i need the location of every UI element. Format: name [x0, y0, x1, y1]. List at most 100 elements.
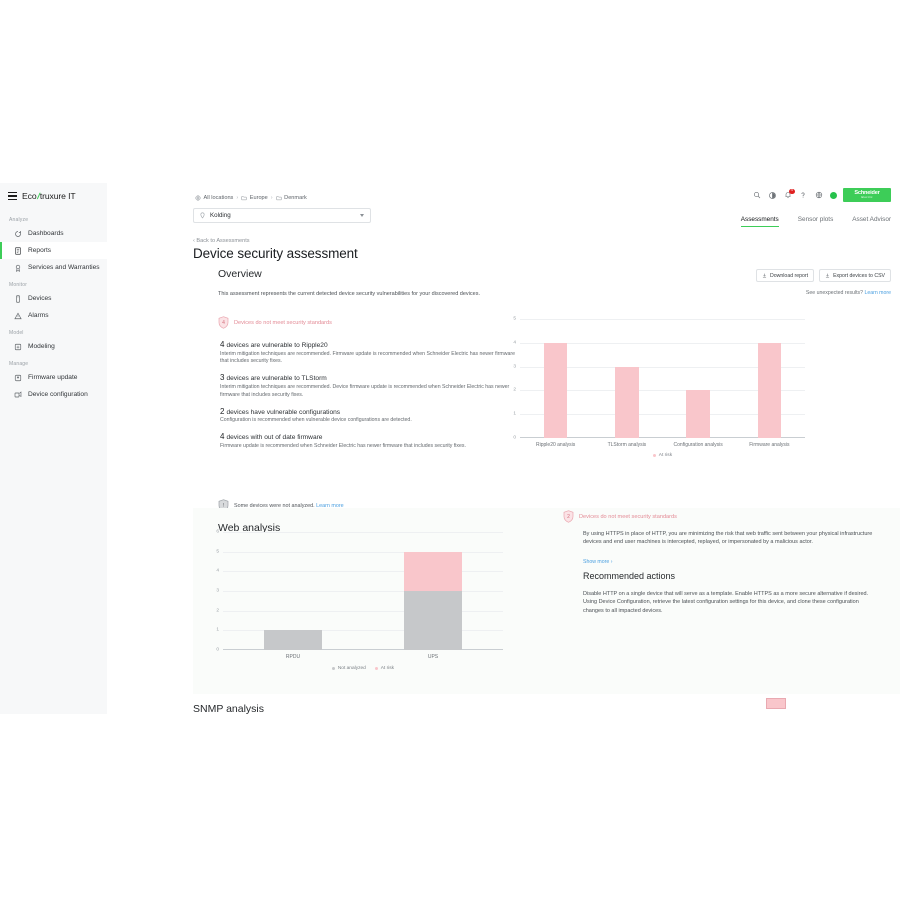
chart-bar[interactable]: [615, 366, 639, 438]
shield-icon: 2: [563, 510, 574, 523]
y-axis-tick: 6: [216, 529, 219, 535]
help-icon[interactable]: [799, 191, 808, 200]
chart-gridline: [520, 390, 805, 392]
snmp-analysis-heading: SNMP analysis: [193, 703, 264, 715]
tab-assessments[interactable]: Assessments: [740, 216, 779, 227]
show-more-link[interactable]: Show more ›: [583, 559, 613, 565]
location-pin-icon: [200, 212, 205, 219]
warranty-icon: [15, 264, 21, 272]
sidebar-section-monitor: Monitor Devices Alarms: [0, 276, 107, 324]
chart-bar[interactable]: [403, 551, 463, 591]
legend-item[interactable]: At risk: [652, 453, 672, 458]
breadcrumb-item-denmark[interactable]: Denmark: [276, 195, 307, 201]
brand-logo[interactable]: Eco/truxure IT: [0, 183, 107, 211]
vuln-count: 3: [220, 373, 225, 383]
tab-sensor-plots[interactable]: Sensor plots: [797, 216, 834, 223]
y-axis-tick: 5: [513, 316, 516, 322]
shield-grey-mark: !: [222, 502, 225, 509]
not-analyzed-link[interactable]: Learn more: [316, 502, 344, 509]
sidebar-section-label: Monitor: [9, 282, 28, 288]
legend-swatch: [374, 666, 379, 671]
legend-item[interactable]: Not analyzed: [331, 666, 366, 671]
show-more-label: Show more: [583, 559, 610, 565]
download-report-button[interactable]: Download report: [756, 269, 815, 282]
list-item[interactable]: 4 devices are vulnerable to Ripple20 Inte…: [220, 340, 515, 366]
legend-item[interactable]: At risk: [374, 666, 394, 671]
x-axis-tick: RPDU: [285, 654, 301, 660]
shield-count: 2: [567, 513, 570, 520]
status-dot[interactable]: [829, 191, 837, 199]
vuln-title: 4 devices with out of date firmware: [220, 432, 515, 441]
sidebar-item-services-and-warranties[interactable]: Services and Warranties: [0, 259, 107, 276]
chart-bar[interactable]: [686, 390, 710, 438]
sidebar-item-label: Devices: [28, 295, 52, 302]
shield-icon: 4: [218, 316, 229, 329]
theme-icon[interactable]: [768, 191, 777, 200]
chart-gridline: [223, 591, 503, 592]
sidebar-item-device-configuration[interactable]: Device configuration: [0, 386, 107, 403]
x-axis-tick: TLStorm analysis: [607, 442, 647, 448]
risk-badge-label: Devices do not meet security standards: [234, 319, 332, 326]
tab-asset-advisor[interactable]: Asset Advisor: [852, 216, 891, 223]
sidebar-item-label: Services and Warranties: [28, 264, 100, 271]
sidebar-item-modeling[interactable]: Modeling: [0, 338, 107, 355]
breadcrumb-separator: ›: [270, 195, 273, 201]
recommended-actions-text: Disable HTTP on a single device that wil…: [583, 591, 869, 614]
hamburger-menu-icon[interactable]: [8, 192, 17, 200]
list-item[interactable]: 4 devices with out of date firmware Firmw…: [220, 432, 515, 450]
breadcrumb-item-europe[interactable]: Europe: [241, 195, 268, 201]
vuln-count: 2: [220, 406, 225, 416]
sidebar-item-reports[interactable]: Reports: [0, 242, 107, 259]
web-analysis-card: Web analysis 2 Devices do not meet secur…: [193, 508, 900, 694]
sidebar-item-alarms[interactable]: Alarms: [0, 307, 107, 324]
snmp-chart-bar: [766, 698, 786, 709]
not-analyzed-text: Some devices were not analyzed. Learn mo…: [234, 503, 344, 509]
legend-swatch: [652, 453, 657, 458]
web-analysis-heading: Web analysis: [218, 522, 281, 534]
y-axis-tick: 3: [216, 588, 219, 594]
x-axis-tick: Firmware analysis: [749, 442, 790, 448]
list-item[interactable]: 2 devices have vulnerable configurations …: [220, 407, 515, 425]
location-select[interactable]: Kolding: [193, 208, 371, 223]
y-axis-tick: 1: [513, 411, 516, 417]
legend-swatch: [331, 666, 336, 671]
chart-gridline: [520, 342, 805, 344]
unexpected-results-link[interactable]: Learn more: [864, 290, 891, 296]
sidebar-item-firmware-update[interactable]: Firmware update: [0, 369, 107, 386]
globe-icon[interactable]: [814, 191, 823, 200]
breadcrumb: All locations › Europe › Denmark: [195, 195, 307, 201]
config-icon: [14, 390, 22, 397]
chart-gridline: [520, 319, 805, 320]
export-csv-button[interactable]: Export devices to CSV: [819, 269, 891, 282]
x-axis: [223, 649, 503, 650]
chart-bar[interactable]: [543, 342, 568, 438]
list-item[interactable]: 3 devices are vulnerable to TLStorm Inter…: [220, 373, 515, 399]
chart-bar[interactable]: [403, 591, 463, 650]
unexpected-results: See unexpected results? Learn more: [806, 290, 891, 296]
chart-bar[interactable]: [757, 342, 782, 438]
sidebar-section-model: Model Modeling: [0, 324, 107, 355]
y-axis-tick: 2: [513, 387, 516, 393]
sidebar-item-dashboards[interactable]: Dashboards: [0, 225, 107, 242]
schneider-electric-logo[interactable]: Schneider Electric: [843, 188, 891, 202]
notification-icon[interactable]: 4: [783, 188, 795, 200]
sidebar-item-devices[interactable]: Devices: [0, 290, 107, 307]
x-axis: [520, 437, 805, 438]
page-title: Device security assessment: [193, 246, 358, 261]
breadcrumb-label: All locations: [203, 195, 234, 201]
back-to-assessments-link[interactable]: ‹ Back to Assessments: [193, 238, 250, 244]
chart-bar[interactable]: [263, 630, 323, 650]
vuln-title-text: devices have vulnerable configurations: [226, 408, 341, 416]
folder-icon: [276, 196, 282, 201]
y-axis-tick: 4: [216, 568, 219, 574]
chevron-down-icon: [360, 214, 364, 217]
chart-gridline: [223, 532, 503, 533]
search-icon[interactable]: [752, 191, 761, 200]
y-axis-tick: 5: [216, 549, 219, 555]
breadcrumb-item-all-locations[interactable]: All locations: [195, 195, 233, 201]
export-csv-label: Export devices to CSV: [833, 272, 885, 279]
chart-gridline: [223, 571, 503, 573]
x-axis-tick: Configuration analysis: [673, 442, 723, 448]
overview-description: This assessment represents the current d…: [218, 291, 480, 297]
vuln-desc: Interim mitigation techniques are recomm…: [220, 350, 515, 365]
